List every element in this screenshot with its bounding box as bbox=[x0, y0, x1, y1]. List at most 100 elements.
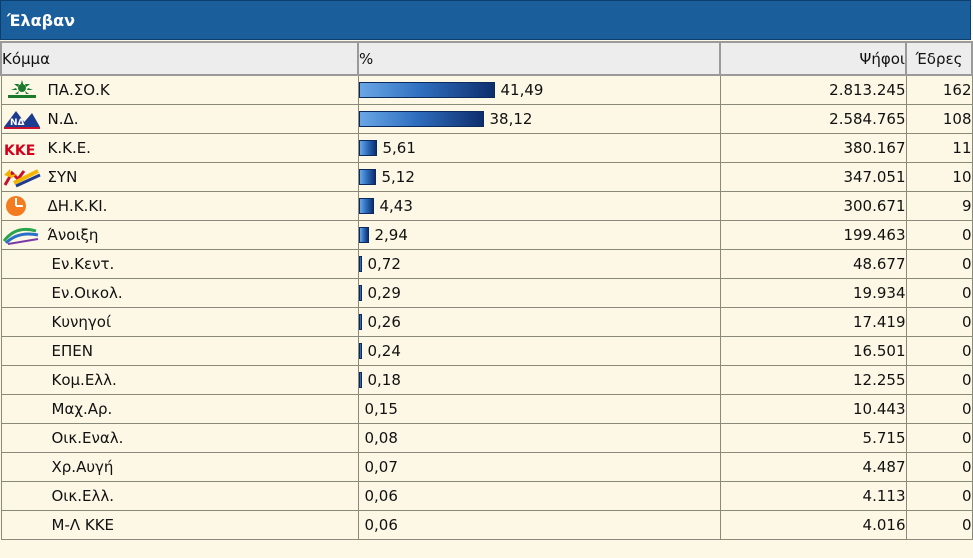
party-name: ΕΠΕΝ bbox=[51, 341, 93, 360]
seats-cell: 0 bbox=[905, 393, 973, 424]
syn-logo-icon bbox=[2, 165, 42, 189]
votes-cell: 10.443 bbox=[719, 393, 907, 424]
party-cell: Άνοιξη bbox=[0, 219, 359, 250]
seats-cell: 0 bbox=[905, 335, 973, 366]
party-name: Άνοιξη bbox=[47, 225, 99, 244]
party-name: Μαχ.Αρ. bbox=[51, 399, 113, 418]
party-name: ΔΗ.Κ.ΚΙ. bbox=[47, 196, 108, 215]
party-cell: Μαχ.Αρ. bbox=[0, 393, 359, 424]
seats-cell: 0 bbox=[905, 509, 973, 540]
party-cell: ΔΗ.Κ.ΚΙ. bbox=[0, 190, 359, 221]
kke-logo-icon: ΚΚΕ bbox=[2, 136, 42, 160]
table-header-row: Κόμμα % Ψήφοι Έδρες bbox=[0, 41, 973, 76]
percent-cell: 5,12 bbox=[357, 161, 721, 192]
percent-cell: 0,08 bbox=[357, 422, 721, 453]
percent-cell: 38,12 bbox=[357, 103, 721, 134]
party-cell: Κομ.Ελλ. bbox=[0, 364, 359, 395]
party-name: Κυνηγοί bbox=[51, 312, 112, 331]
party-cell: ΚΚΕ Κ.Κ.Ε. bbox=[0, 132, 359, 163]
panel-title: Έλαβαν bbox=[0, 0, 971, 40]
seats-cell: 10 bbox=[905, 161, 973, 192]
votes-cell: 2.813.245 bbox=[719, 74, 907, 105]
percent-value: 0,72 bbox=[367, 254, 401, 273]
table-row: Μ-Λ ΚΚΕ 0,06 4.016 0 bbox=[0, 509, 973, 540]
party-cell: Εν.Οικολ. bbox=[0, 277, 359, 308]
percent-bar bbox=[359, 168, 376, 185]
party-cell: Κυνηγοί bbox=[0, 306, 359, 337]
percent-bar bbox=[359, 255, 362, 272]
percent-cell: 4,43 bbox=[357, 190, 721, 221]
percent-cell: 2,94 bbox=[357, 219, 721, 250]
party-name: Κ.Κ.Ε. bbox=[47, 138, 91, 157]
party-name: Κομ.Ελλ. bbox=[51, 370, 117, 389]
seats-cell: 0 bbox=[905, 364, 973, 395]
percent-value: 0,15 bbox=[364, 399, 398, 418]
table-row: ΠΑ.ΣΟ.Κ 41,49 2.813.245 162 bbox=[0, 74, 973, 105]
party-name: ΠΑ.ΣΟ.Κ bbox=[47, 80, 110, 99]
column-header-votes[interactable]: Ψήφοι bbox=[719, 41, 907, 76]
percent-cell: 0,29 bbox=[357, 277, 721, 308]
party-cell: Χρ.Αυγή bbox=[0, 451, 359, 482]
percent-value: 0,24 bbox=[367, 341, 401, 360]
percent-value: 0,07 bbox=[364, 457, 398, 476]
party-cell: ΕΠΕΝ bbox=[0, 335, 359, 366]
percent-bar bbox=[359, 284, 362, 301]
percent-cell: 0,72 bbox=[357, 248, 721, 279]
percent-value: 0,06 bbox=[364, 486, 398, 505]
votes-cell: 4.113 bbox=[719, 480, 907, 511]
party-name: Ν.Δ. bbox=[47, 109, 79, 128]
table-row: Εν.Κεντ. 0,72 48.677 0 bbox=[0, 248, 973, 279]
anoixi-logo-icon bbox=[2, 223, 42, 247]
percent-cell: 0,15 bbox=[357, 393, 721, 424]
seats-cell: 9 bbox=[905, 190, 973, 221]
seats-cell: 0 bbox=[905, 480, 973, 511]
percent-bar bbox=[359, 110, 484, 127]
seats-cell: 0 bbox=[905, 451, 973, 482]
percent-cell: 5,61 bbox=[357, 132, 721, 163]
party-cell: Εν.Κεντ. bbox=[0, 248, 359, 279]
seats-cell: 0 bbox=[905, 248, 973, 279]
party-cell: ΣΥΝ bbox=[0, 161, 359, 192]
seats-cell: 0 bbox=[905, 422, 973, 453]
percent-value: 5,61 bbox=[382, 138, 416, 157]
table-row: ΝΔ Ν.Δ. 38,12 2.584.765 108 bbox=[0, 103, 973, 134]
party-cell: ΝΔ Ν.Δ. bbox=[0, 103, 359, 134]
table-row: Χρ.Αυγή 0,07 4.487 0 bbox=[0, 451, 973, 482]
percent-bar bbox=[359, 139, 377, 156]
table-row: ΚΚΕ Κ.Κ.Ε. 5,61 380.167 11 bbox=[0, 132, 973, 163]
seats-cell: 11 bbox=[905, 132, 973, 163]
party-name: Οικ.Ελλ. bbox=[51, 486, 115, 505]
svg-text:ΚΚΕ: ΚΚΕ bbox=[4, 143, 35, 159]
table-row: Άνοιξη 2,94 199.463 0 bbox=[0, 219, 973, 250]
pasok-logo-icon bbox=[2, 78, 42, 102]
party-name: Μ-Λ ΚΚΕ bbox=[51, 515, 115, 534]
percent-cell: 41,49 bbox=[357, 74, 721, 105]
percent-value: 5,12 bbox=[381, 167, 415, 186]
votes-cell: 4.016 bbox=[719, 509, 907, 540]
results-table: Κόμμα % Ψήφοι Έδρες ΠΑ.ΣΟ.Κ 41,49 2.813.24… bbox=[0, 41, 973, 540]
seats-cell: 0 bbox=[905, 306, 973, 337]
party-cell: Μ-Λ ΚΚΕ bbox=[0, 509, 359, 540]
table-row: Εν.Οικολ. 0,29 19.934 0 bbox=[0, 277, 973, 308]
seats-cell: 162 bbox=[905, 74, 973, 105]
table-row: ΣΥΝ 5,12 347.051 10 bbox=[0, 161, 973, 192]
party-name: Εν.Οικολ. bbox=[51, 283, 123, 302]
percent-cell: 0,18 bbox=[357, 364, 721, 395]
dikki-logo-icon bbox=[2, 194, 42, 218]
percent-bar bbox=[359, 226, 369, 243]
percent-bar bbox=[359, 313, 362, 330]
party-name: Εν.Κεντ. bbox=[51, 254, 115, 273]
percent-cell: 0,24 bbox=[357, 335, 721, 366]
percent-value: 4,43 bbox=[379, 196, 413, 215]
party-name: ΣΥΝ bbox=[47, 167, 78, 186]
percent-cell: 0,26 bbox=[357, 306, 721, 337]
party-cell: Οικ.Εναλ. bbox=[0, 422, 359, 453]
party-name: Χρ.Αυγή bbox=[51, 457, 114, 476]
column-header-percent[interactable]: % bbox=[357, 41, 721, 76]
seats-cell: 108 bbox=[905, 103, 973, 134]
column-header-party[interactable]: Κόμμα bbox=[0, 41, 359, 76]
votes-cell: 16.501 bbox=[719, 335, 907, 366]
percent-value: 0,08 bbox=[364, 428, 398, 447]
column-header-seats[interactable]: Έδρες bbox=[905, 41, 973, 76]
votes-cell: 380.167 bbox=[719, 132, 907, 163]
